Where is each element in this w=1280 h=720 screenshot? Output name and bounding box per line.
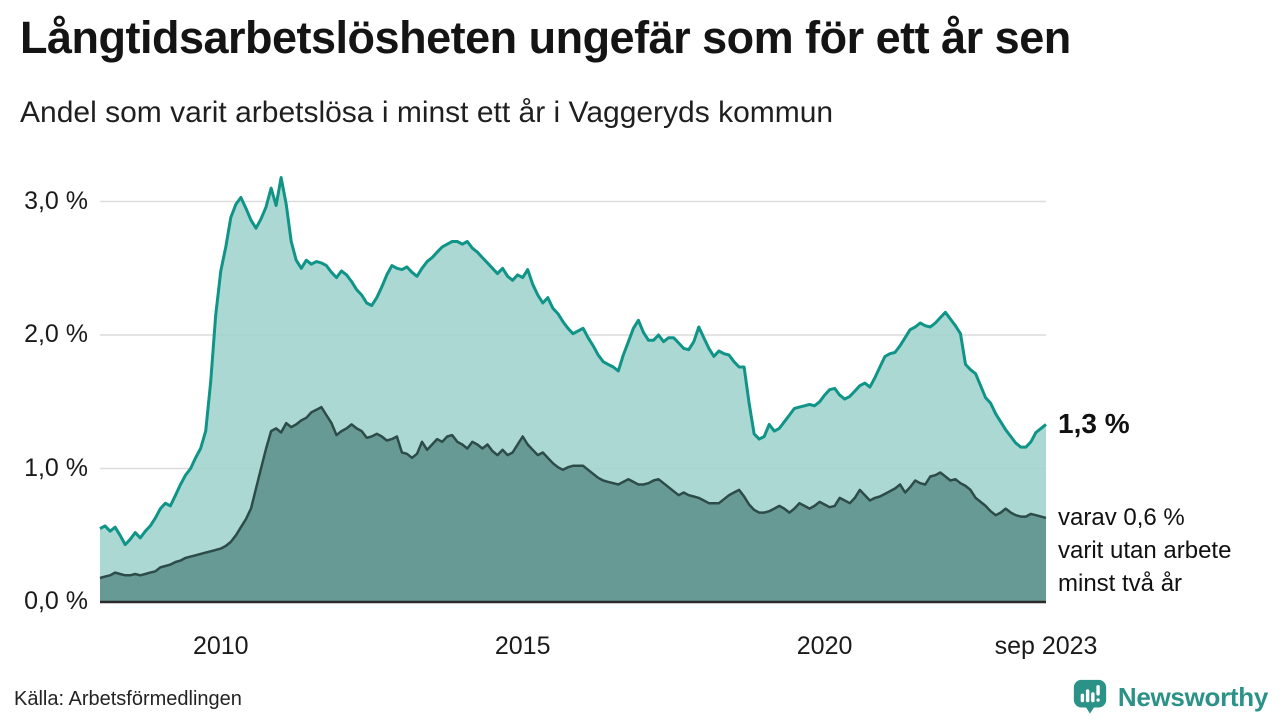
series1-line (99, 176, 1047, 547)
x-tick-label: 2015 (494, 632, 551, 660)
x-tick-label: sep 2023 (994, 632, 1098, 660)
series2-area (100, 407, 1046, 602)
y-tick-label: 2,0 % (24, 320, 88, 348)
y-tick-label: 0,0 % (24, 587, 88, 615)
series2-line (99, 405, 1047, 580)
source-caption: Källa: Arbetsförmedlingen (14, 688, 242, 710)
y-tick-label: 3,0 % (24, 186, 88, 215)
series1-end-value-label: 1,3 % (1058, 408, 1130, 439)
y-tick-label: 1,0 % (24, 453, 88, 482)
x-tick-label: 2010 (192, 632, 249, 660)
page-title: Långtidsarbetslösheten ungefär som för e… (20, 12, 1071, 63)
x-tick-label: 2020 (796, 632, 853, 660)
page-subtitle: Andel som varit arbetslösa i minst ett å… (20, 96, 834, 129)
brand-wordmark: Newsworthy (1117, 681, 1268, 712)
brand-logo: Newsworthy (1071, 678, 1268, 716)
series2-end-annotation: varav 0,6 % varit utan arbete minst två … (1058, 504, 1232, 597)
newsworthy-bubble-bar-chart-icon (1073, 679, 1106, 714)
